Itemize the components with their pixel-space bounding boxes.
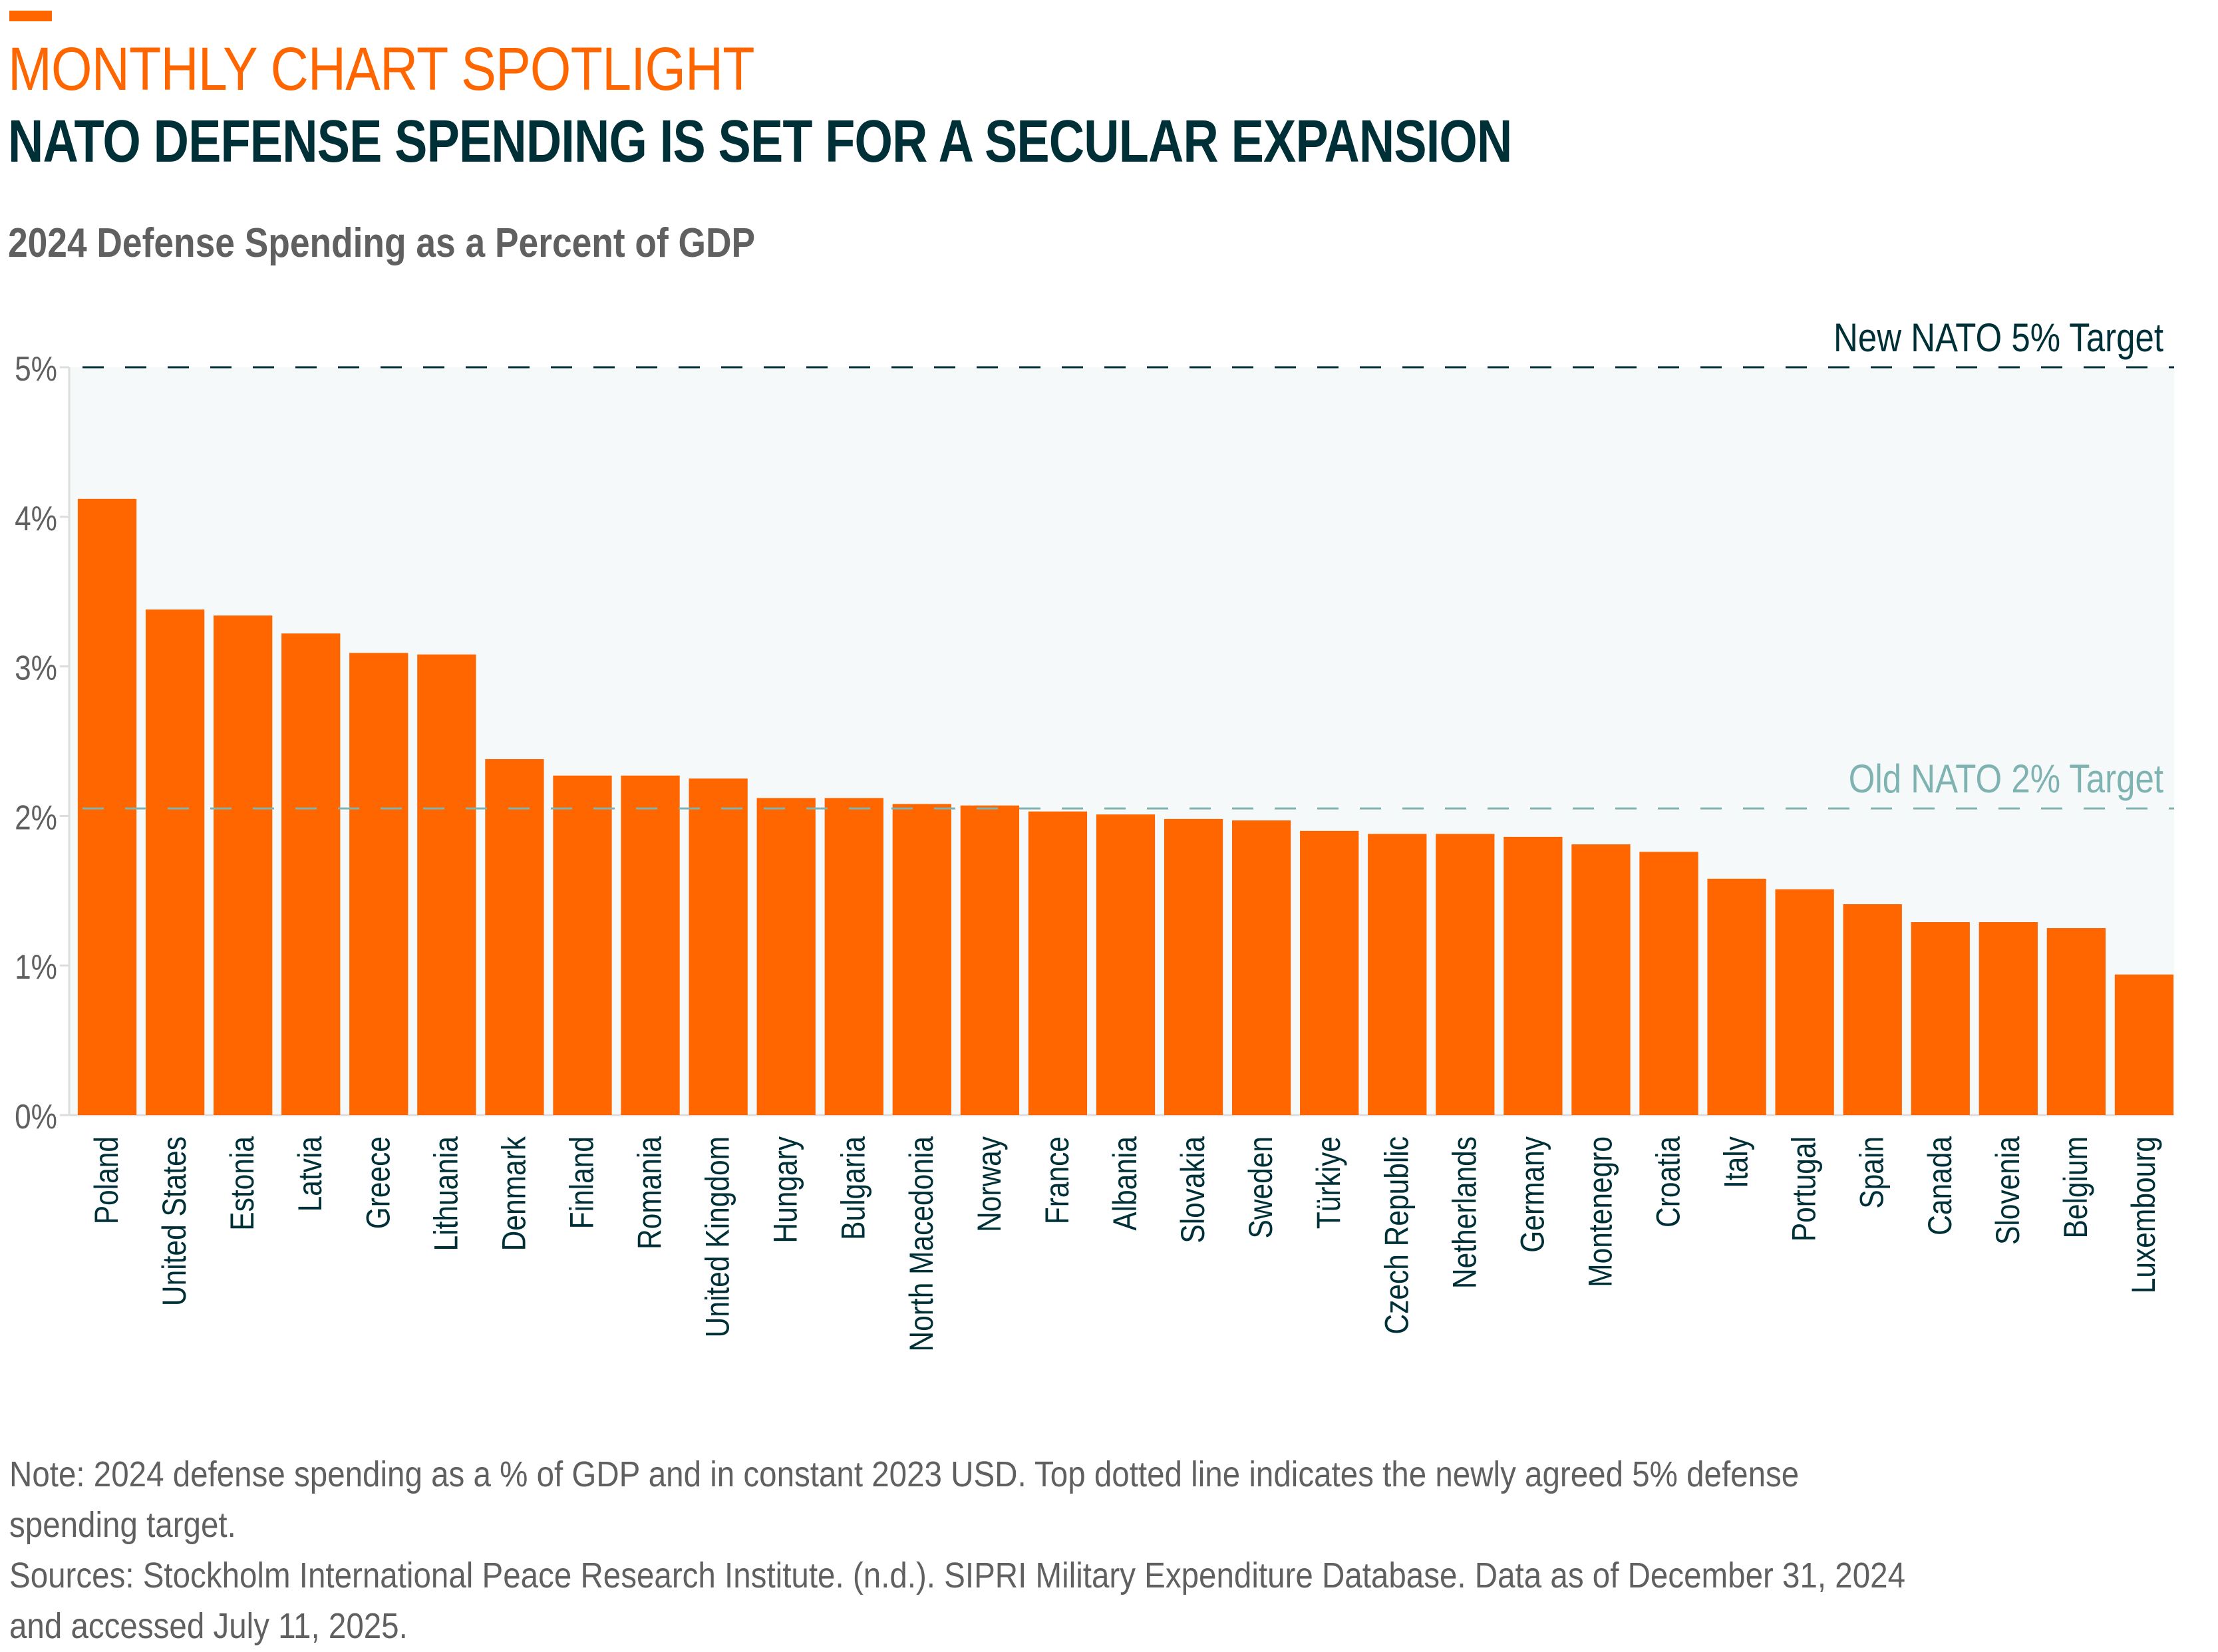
bar [689, 778, 748, 1115]
x-tick-label: Croatia [1649, 1136, 1686, 1228]
bar [960, 805, 1020, 1115]
x-tick-label: Lithuania [427, 1136, 464, 1251]
bar [1911, 922, 1970, 1115]
x-tick-label: Hungary [766, 1136, 804, 1243]
x-tick-label: Slovenia [1989, 1136, 2026, 1245]
x-tick-label: Sweden [1242, 1136, 1279, 1239]
x-tick-label: Slovakia [1174, 1136, 1211, 1243]
bar [1096, 814, 1156, 1115]
x-tick-label: France [1038, 1136, 1076, 1224]
bar [1979, 922, 2038, 1115]
page-title: NATO DEFENSE SPENDING IS SET FOR A SECUL… [8, 108, 1512, 175]
footnote: Note: 2024 defense spending as a % of GD… [9, 1449, 1953, 1651]
x-tick-label: United States [156, 1136, 193, 1306]
x-tick-label: Poland [88, 1136, 125, 1224]
x-tick-label: Spain [1853, 1136, 1890, 1209]
y-tick-label: 1% [15, 948, 57, 987]
x-tick-label: Luxembourg [2125, 1136, 2162, 1293]
bar [1775, 889, 1834, 1115]
bar [553, 775, 612, 1115]
sources-line-1: Sources: Stockholm International Peace R… [9, 1556, 1906, 1595]
y-tick-label: 5% [15, 350, 57, 389]
bar [824, 798, 883, 1115]
x-tick-label: Albania [1106, 1136, 1144, 1231]
x-tick-label: Czech Republic [1378, 1136, 1415, 1335]
bar [349, 653, 408, 1115]
bar [1231, 820, 1291, 1115]
bar [1164, 818, 1223, 1115]
bar [621, 775, 680, 1115]
y-tick-label: 0% [15, 1098, 57, 1136]
kicker: MONTHLY CHART SPOTLIGHT [8, 35, 755, 103]
x-tick-label: Bulgaria [834, 1136, 871, 1240]
old-target-label: Old NATO 2% Target [1849, 756, 2164, 801]
x-tick-label: Canada [1921, 1136, 1959, 1236]
x-tick-label: North Macedonia [903, 1136, 940, 1352]
x-tick-label: Romania [631, 1136, 668, 1249]
bar [417, 654, 476, 1115]
bar [1639, 852, 1698, 1115]
bar [214, 615, 273, 1115]
bar [145, 609, 205, 1115]
x-tick-label: Latvia [291, 1136, 329, 1212]
y-tick-label: 3% [15, 649, 57, 687]
note-line-1: Note: 2024 defense spending as a % of GD… [9, 1454, 1800, 1494]
bar [756, 798, 816, 1115]
x-tick-label: Estonia [224, 1136, 261, 1231]
bar [281, 633, 341, 1115]
bar [77, 498, 137, 1115]
x-tick-label: Montenegro [1581, 1136, 1619, 1287]
x-tick-label: Denmark [495, 1136, 532, 1251]
x-tick-label: Germany [1513, 1136, 1551, 1252]
x-tick-label: Portugal [1785, 1136, 1822, 1241]
x-tick-label: Finland [563, 1136, 600, 1229]
y-tick-label: 2% [15, 798, 57, 837]
x-tick-label: Netherlands [1446, 1136, 1483, 1289]
x-tick-label: Norway [971, 1136, 1008, 1232]
sources-line-2: and accessed July 11, 2025. [9, 1606, 408, 1646]
bar [1571, 844, 1631, 1115]
new-target-label: New NATO 5% Target [1833, 315, 2163, 360]
bar-chart: 0% 1% 2% 3% 4% 5% Poland United States Estonia L… [15, 315, 2174, 1352]
x-tick-label: Türkiye [1310, 1136, 1347, 1229]
bar [485, 758, 544, 1115]
x-tick-label: Belgium [2057, 1136, 2094, 1239]
x-tick-label: Italy [1717, 1136, 1754, 1188]
x-tick-label: United Kingdom [699, 1136, 736, 1337]
bar [2046, 928, 2106, 1115]
x-tick-label: Greece [359, 1136, 396, 1229]
y-tick-label: 4% [15, 499, 57, 538]
bar [1300, 830, 1359, 1115]
bar [1368, 834, 1427, 1115]
bar [1843, 904, 1902, 1115]
accent-bar [9, 11, 52, 21]
bar [892, 804, 951, 1115]
bar [1504, 836, 1563, 1115]
bar [1436, 834, 1495, 1115]
bar [1707, 878, 1766, 1115]
bar [2114, 974, 2174, 1115]
chart-title: 2024 Defense Spending as a Percent of GD… [8, 220, 756, 266]
bar [1028, 811, 1088, 1115]
note-line-2: spending target. [9, 1505, 236, 1545]
